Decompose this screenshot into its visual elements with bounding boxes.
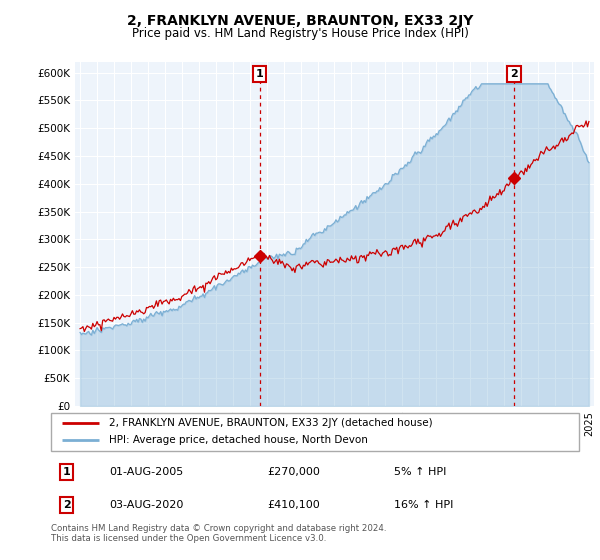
- Text: Price paid vs. HM Land Registry's House Price Index (HPI): Price paid vs. HM Land Registry's House …: [131, 27, 469, 40]
- Text: 5% ↑ HPI: 5% ↑ HPI: [394, 467, 446, 477]
- Text: 2: 2: [510, 69, 518, 79]
- Text: Contains HM Land Registry data © Crown copyright and database right 2024.
This d: Contains HM Land Registry data © Crown c…: [51, 524, 386, 543]
- Text: HPI: Average price, detached house, North Devon: HPI: Average price, detached house, Nort…: [109, 435, 368, 445]
- Text: 2, FRANKLYN AVENUE, BRAUNTON, EX33 2JY: 2, FRANKLYN AVENUE, BRAUNTON, EX33 2JY: [127, 14, 473, 28]
- Text: 16% ↑ HPI: 16% ↑ HPI: [394, 500, 454, 510]
- Text: 01-AUG-2005: 01-AUG-2005: [109, 467, 184, 477]
- FancyBboxPatch shape: [51, 413, 579, 451]
- Text: 2, FRANKLYN AVENUE, BRAUNTON, EX33 2JY (detached house): 2, FRANKLYN AVENUE, BRAUNTON, EX33 2JY (…: [109, 418, 433, 428]
- Text: 1: 1: [63, 467, 71, 477]
- Text: £410,100: £410,100: [268, 500, 320, 510]
- Text: £270,000: £270,000: [268, 467, 320, 477]
- Text: 2: 2: [63, 500, 71, 510]
- Text: 03-AUG-2020: 03-AUG-2020: [109, 500, 184, 510]
- Text: 1: 1: [256, 69, 263, 79]
